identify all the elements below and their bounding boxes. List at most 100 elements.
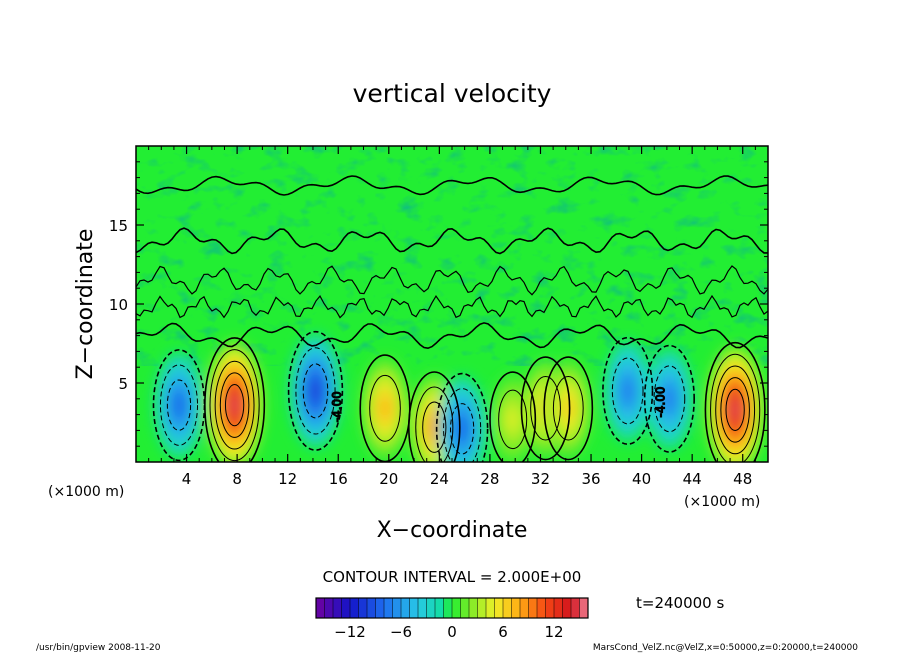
contour-ring — [224, 383, 245, 427]
x-tick-label: 36 — [581, 470, 600, 488]
colorbar-segment — [528, 598, 538, 618]
contour-ring — [449, 403, 475, 455]
contour-ring — [422, 401, 447, 453]
colorbar-segment — [426, 598, 436, 618]
x-tick-label: 4 — [182, 470, 192, 488]
x-tick-label: 32 — [531, 470, 550, 488]
contour-ring — [530, 376, 561, 441]
y-axis-label: Z−coordinate — [73, 229, 98, 380]
colorbar-segment — [579, 598, 589, 618]
footer-left: /usr/bin/gpview 2008-11-20 — [36, 643, 161, 653]
contour-ring — [214, 360, 255, 450]
colorbar-segment — [562, 598, 572, 618]
colorbar-segment — [392, 598, 402, 618]
y-tick-label: 15 — [109, 217, 128, 235]
contour-ring — [209, 349, 260, 462]
y-tick-label: 5 — [118, 375, 128, 393]
cell-10 — [645, 348, 694, 450]
x-tick-label: 24 — [430, 470, 449, 488]
colorbar-tick-label: 6 — [498, 623, 508, 641]
x-axis-label: X−coordinate — [377, 518, 528, 543]
colorbar-segment — [537, 598, 546, 618]
contour-ring — [611, 357, 644, 425]
cell-0 — [154, 352, 204, 458]
contour-ring — [435, 372, 489, 462]
cell-band — [730, 399, 740, 421]
y-tick-label: 10 — [109, 296, 128, 314]
cell-band — [509, 411, 517, 427]
colorbar-segment — [486, 598, 495, 618]
x-tick-label: 16 — [329, 470, 348, 488]
contour-ring — [543, 356, 594, 461]
cells-layer — [154, 334, 764, 462]
contour-ring — [653, 365, 686, 433]
cell-band — [564, 400, 573, 417]
footer-right: MarsCond_VelZ.nc@VelZ,x=0:50000,z=0:2000… — [593, 643, 858, 653]
time-text: t=240000 s — [636, 594, 724, 612]
colorbar-segment — [375, 598, 385, 618]
colorbar-segment — [452, 598, 461, 618]
cell-band — [665, 390, 674, 408]
colorbar-segment — [409, 598, 419, 618]
chart-title: vertical velocity — [353, 79, 552, 108]
colorbar-segment — [571, 598, 580, 618]
colorbar-segment — [316, 598, 325, 618]
colorbar-tick-label: 0 — [447, 623, 457, 641]
contour-ring — [219, 372, 250, 438]
colorbar-segment — [324, 598, 334, 618]
contour-line — [136, 294, 768, 319]
contour-ring — [602, 336, 654, 445]
contour-ring — [415, 386, 454, 462]
x-unit-left: (×1000 m) — [48, 484, 124, 500]
colorbar-segment — [469, 598, 478, 618]
cell-band — [623, 382, 632, 400]
colorbar-segment — [435, 598, 444, 618]
colorbar-frame — [315, 597, 589, 619]
colorbar-segment — [350, 598, 359, 618]
cell-3 — [361, 357, 409, 459]
x-axis: 4 8 12 16 20 24 28 32 36 40 44 48 — [148, 146, 769, 488]
colorbar-segment — [333, 598, 342, 618]
cell-11 — [706, 345, 764, 462]
colorbar-tick-label: 12 — [544, 623, 563, 641]
contour-ring — [287, 330, 344, 451]
x-tick-label: 40 — [632, 470, 651, 488]
contour-ring — [159, 364, 199, 446]
x-tick-label: 12 — [278, 470, 297, 488]
cell-band — [311, 381, 320, 401]
cell-5 — [437, 376, 487, 462]
contour-ring — [302, 363, 329, 419]
colorbar-tick-label: −6 — [390, 623, 412, 641]
contour-ring — [552, 376, 584, 441]
contour-ring — [408, 371, 461, 462]
colorbar-segment — [503, 598, 512, 618]
plot-area: -4.00 -4.00 — [136, 146, 768, 462]
colorbar-segment — [520, 598, 529, 618]
colorbar-segment — [554, 598, 563, 618]
contour-ring — [643, 344, 695, 453]
contour-ring — [166, 379, 192, 431]
colorbar-segment — [358, 598, 368, 618]
contour-layer: -4.00 -4.00 — [136, 175, 768, 462]
contour-label: -4.00 — [330, 391, 344, 422]
colorbar — [315, 597, 589, 619]
colorbar-segment — [341, 598, 351, 618]
contour-ring — [443, 388, 482, 462]
contour-ring — [369, 374, 401, 442]
contour-line — [136, 322, 768, 350]
contour-ring — [498, 389, 528, 450]
contour-ring — [704, 341, 766, 462]
cell-band — [174, 396, 184, 414]
colorbar-segment — [384, 598, 393, 618]
contour-ring — [715, 365, 756, 455]
contour-line — [136, 227, 768, 255]
x-unit-right: (×1000 m) — [684, 494, 760, 510]
colorbar-segment — [460, 598, 470, 618]
cell-9 — [604, 340, 652, 442]
cell-1 — [206, 341, 263, 462]
colorbar-segment — [477, 598, 487, 618]
cell-band — [381, 399, 389, 417]
x-tick-label: 48 — [733, 470, 752, 488]
contour-line — [136, 265, 768, 296]
